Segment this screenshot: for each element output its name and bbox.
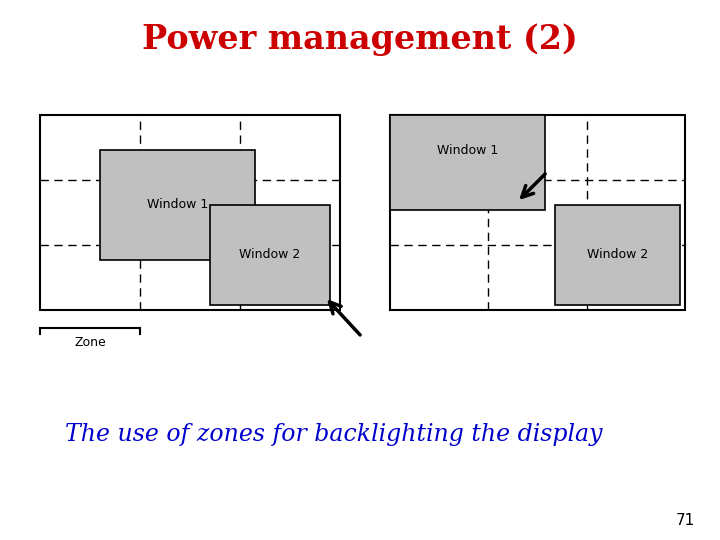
Text: The use of zones for backlighting the display: The use of zones for backlighting the di…	[65, 423, 603, 447]
Bar	[390, 115, 685, 310]
Text: Window 2: Window 2	[587, 248, 648, 261]
Text: Zone: Zone	[74, 336, 106, 349]
Bar	[40, 115, 340, 310]
Bar	[555, 205, 680, 305]
Text: Window 1: Window 1	[147, 199, 208, 212]
Text: Window 2: Window 2	[239, 248, 301, 261]
Bar	[100, 150, 255, 260]
Bar	[390, 115, 545, 210]
Text: Power management (2): Power management (2)	[142, 24, 578, 57]
Bar	[210, 205, 330, 305]
Text: Window 1: Window 1	[437, 144, 498, 157]
Text: 71: 71	[676, 513, 695, 528]
